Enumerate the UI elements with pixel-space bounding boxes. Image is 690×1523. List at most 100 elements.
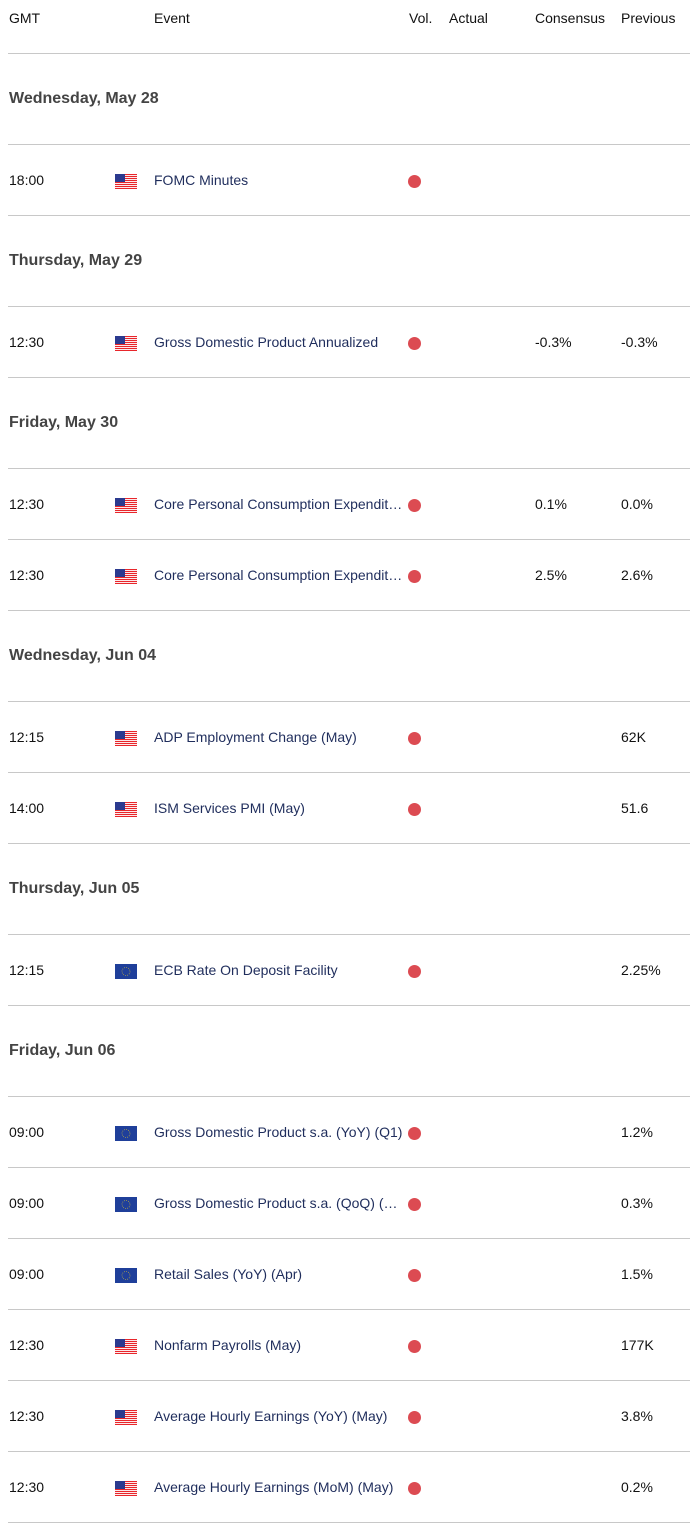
col-event: Event (154, 10, 190, 26)
high-volatility-icon (408, 499, 421, 512)
event-previous: 2.6% (621, 567, 653, 583)
day-label: Thursday, Jun 05 (9, 880, 140, 897)
event-name[interactable]: Core Personal Consumption Expenditures (154, 567, 406, 583)
event-time: 12:15 (9, 962, 45, 978)
event-row[interactable]: 12:30 Average Hourly Earnings (MoM) (May)… (8, 1452, 690, 1523)
event-name[interactable]: ADP Employment Change (May) (154, 729, 357, 745)
eu-flag-icon (115, 1197, 137, 1212)
event-time: 12:30 (9, 496, 45, 512)
event-row[interactable]: 09:00 Gross Domestic Product s.a. (QoQ) (… (8, 1168, 690, 1239)
day-header: Friday, Jun 06 (8, 1006, 690, 1097)
event-row[interactable]: 12:30 Average Hourly Earnings (YoY) (May)… (8, 1381, 690, 1452)
event-row[interactable]: 09:00 Retail Sales (YoY) (Apr) 1.5% (8, 1239, 690, 1310)
event-row[interactable]: 12:30 Gross Domestic Product Annualized -0… (8, 307, 690, 378)
high-volatility-icon (408, 337, 421, 350)
event-previous: 62K (621, 729, 646, 745)
event-name[interactable]: FOMC Minutes (154, 172, 249, 188)
event-name[interactable]: ECB Rate On Deposit Facility (154, 962, 338, 978)
high-volatility-icon (408, 1127, 421, 1140)
day-label: Friday, Jun 06 (9, 1042, 116, 1059)
day-header: Wednesday, Jun 04 (8, 611, 690, 702)
event-time: 12:15 (9, 729, 45, 745)
eu-flag-icon (115, 1268, 137, 1283)
event-previous: -0.3% (621, 334, 658, 350)
us-flag-icon (115, 802, 137, 818)
event-previous: 177K (621, 1337, 654, 1353)
col-actual: Actual (449, 10, 488, 26)
event-previous: 3.8% (621, 1408, 653, 1424)
event-time: 09:00 (9, 1195, 45, 1211)
us-flag-icon (115, 731, 137, 747)
high-volatility-icon (408, 1198, 421, 1211)
high-volatility-icon (408, 1411, 421, 1424)
event-row[interactable]: 18:00 FOMC Minutes (8, 145, 690, 216)
event-previous: 1.2% (621, 1124, 653, 1140)
us-flag-icon (115, 1481, 137, 1497)
event-time: 09:00 (9, 1124, 45, 1140)
eu-flag-icon (115, 964, 137, 979)
event-time: 12:30 (9, 1337, 45, 1353)
day-label: Thursday, May 29 (9, 252, 143, 269)
event-time: 14:00 (9, 800, 45, 816)
event-consensus: -0.3% (535, 334, 572, 350)
high-volatility-icon (408, 175, 421, 188)
event-time: 12:30 (9, 1408, 45, 1424)
event-name[interactable]: Average Hourly Earnings (MoM) (May) (154, 1479, 394, 1495)
event-row[interactable]: 12:30 Nonfarm Payrolls (May) 177K (8, 1310, 690, 1381)
day-header: Thursday, May 29 (8, 216, 690, 307)
day-header: Friday, May 30 (8, 378, 690, 469)
event-previous: 0.2% (621, 1479, 653, 1495)
event-name[interactable]: Average Hourly Earnings (YoY) (May) (154, 1408, 388, 1424)
day-label: Friday, May 30 (9, 414, 119, 431)
event-time: 12:30 (9, 334, 45, 350)
event-time: 09:00 (9, 1266, 45, 1282)
event-name[interactable]: ISM Services PMI (May) (154, 800, 305, 816)
high-volatility-icon (408, 1482, 421, 1495)
event-time: 12:30 (9, 1479, 45, 1495)
col-gmt: GMT (9, 10, 41, 26)
event-row[interactable]: 12:30 Core Personal Consumption Expenditu… (8, 469, 690, 540)
event-name[interactable]: Gross Domestic Product Annualized (154, 334, 379, 350)
event-row[interactable]: 09:00 Gross Domestic Product s.a. (YoY) (… (8, 1097, 690, 1168)
day-label: Wednesday, May 28 (9, 90, 159, 107)
event-previous: 0.0% (621, 496, 653, 512)
high-volatility-icon (408, 1340, 421, 1353)
eu-flag-icon (115, 1126, 137, 1141)
event-consensus: 2.5% (535, 567, 567, 583)
table-header: GMT Event Vol. Actual Consensus Previous (8, 0, 690, 54)
high-volatility-icon (408, 965, 421, 978)
high-volatility-icon (408, 732, 421, 745)
event-name[interactable]: Core Personal Consumption Expenditures (154, 496, 406, 512)
us-flag-icon (115, 569, 137, 585)
us-flag-icon (115, 1339, 137, 1355)
event-time: 12:30 (9, 567, 45, 583)
col-consensus: Consensus (535, 10, 606, 26)
event-row[interactable]: 12:30 Core Personal Consumption Expenditu… (8, 540, 690, 611)
event-consensus: 0.1% (535, 496, 567, 512)
calendar-body: Wednesday, May 28 18:00 FOMC Minutes Thursd… (0, 54, 690, 1523)
us-flag-icon (115, 1410, 137, 1426)
day-label: Wednesday, Jun 04 (9, 647, 157, 664)
event-row[interactable]: 14:00 ISM Services PMI (May) 51.6 (8, 773, 690, 844)
event-row[interactable]: 12:15 ECB Rate On Deposit Facility 2.25% (8, 935, 690, 1006)
us-flag-icon (115, 498, 137, 514)
high-volatility-icon (408, 1269, 421, 1282)
high-volatility-icon (408, 570, 421, 583)
col-previous: Previous (621, 10, 676, 26)
day-header: Thursday, Jun 05 (8, 844, 690, 935)
event-name[interactable]: Nonfarm Payrolls (May) (154, 1337, 302, 1353)
event-time: 18:00 (9, 172, 45, 188)
day-header: Wednesday, May 28 (8, 54, 690, 145)
us-flag-icon (115, 174, 137, 190)
us-flag-icon (115, 336, 137, 352)
event-name[interactable]: Retail Sales (YoY) (Apr) (154, 1266, 303, 1282)
event-row[interactable]: 12:15 ADP Employment Change (May) 62K (8, 702, 690, 773)
event-previous: 51.6 (621, 800, 649, 816)
event-previous: 1.5% (621, 1266, 653, 1282)
col-vol: Vol. (409, 10, 433, 26)
event-previous: 0.3% (621, 1195, 653, 1211)
event-name[interactable]: Gross Domestic Product s.a. (QoQ) (Q1) (154, 1195, 406, 1211)
event-name[interactable]: Gross Domestic Product s.a. (YoY) (Q1) (154, 1124, 403, 1140)
high-volatility-icon (408, 803, 421, 816)
event-previous: 2.25% (621, 962, 661, 978)
